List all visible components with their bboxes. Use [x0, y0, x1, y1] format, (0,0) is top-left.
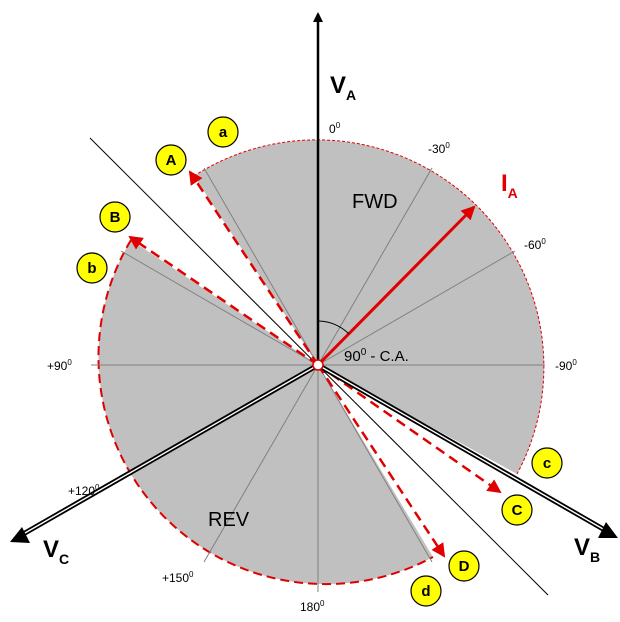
origin-point — [312, 359, 324, 371]
badge-lower-c: c — [531, 447, 563, 479]
badge-upper-b: B — [99, 201, 131, 233]
vc-axis — [10, 362, 320, 543]
badge-lower-a: a — [207, 116, 239, 148]
reverse-zone — [98, 240, 434, 585]
ia-label: IA — [501, 170, 518, 201]
svg-text:D: D — [459, 558, 470, 575]
va-label: VA — [330, 72, 356, 103]
angle-label-plus-120: +1200 — [68, 483, 100, 498]
zone-boundary-forward — [193, 139, 545, 475]
limit-lines — [128, 170, 502, 558]
badge-lower-b: b — [76, 252, 108, 284]
angle-label-plus-150: +1500 — [162, 570, 194, 585]
angle-label-minus-90: -900 — [555, 358, 577, 373]
svg-text:d: d — [421, 583, 430, 600]
svg-text:A: A — [166, 152, 177, 169]
reverse-region-label: REV — [208, 509, 250, 531]
angle-label-minus-60: -600 — [524, 237, 546, 252]
svg-text:b: b — [87, 260, 96, 277]
badge-upper-a: A — [155, 144, 187, 176]
ca-label: 900 - C.A. — [344, 347, 409, 365]
badge-upper-c: C — [501, 494, 533, 526]
vc-label: VC — [43, 536, 69, 567]
vb-axis — [316, 362, 618, 538]
angle-label-180: 1800 — [300, 599, 325, 614]
svg-text:B: B — [110, 209, 121, 226]
badge-upper-d: D — [448, 550, 480, 582]
angle-label-plus-90: +900 — [47, 358, 72, 373]
angle-label-minus-30: -300 — [428, 141, 450, 156]
forward-region-label: FWD — [352, 191, 398, 213]
svg-text:C: C — [512, 502, 523, 519]
angle-grid — [91, 167, 545, 592]
angle-label-0: 00 — [329, 121, 341, 136]
zone-boundary-reverse — [97, 239, 434, 586]
svg-text:c: c — [543, 455, 551, 472]
badge-lower-d: d — [410, 575, 442, 607]
svg-text:a: a — [219, 124, 228, 141]
vb-label: VB — [574, 534, 600, 565]
ca-arc — [317, 320, 350, 335]
ia-vector — [316, 205, 476, 367]
